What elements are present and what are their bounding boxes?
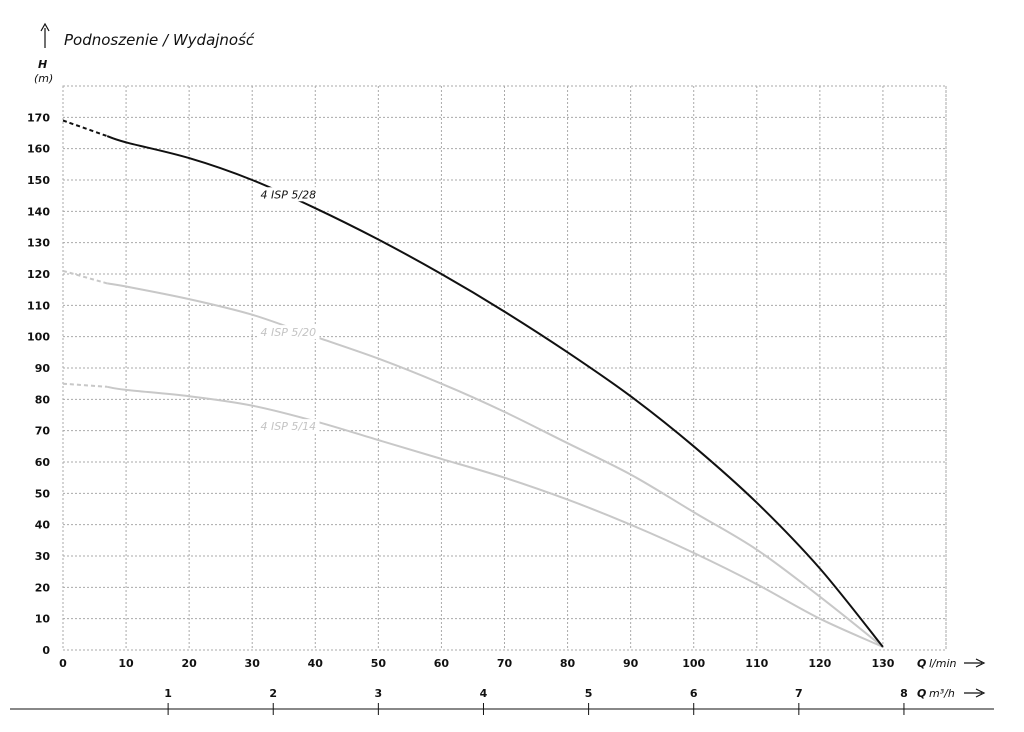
x-tick-label: 110 bbox=[745, 657, 768, 670]
x2-tick-label: 3 bbox=[375, 687, 383, 700]
x-tick-label: 20 bbox=[181, 657, 197, 670]
curves: 4 ISP 5/20 4 ISP 5/14 4 ISP 5/28 bbox=[63, 121, 883, 647]
series-label: 4 ISP 5/14 bbox=[261, 420, 317, 433]
x-tick-label: 40 bbox=[308, 657, 324, 670]
series-line bbox=[107, 387, 883, 647]
x-tick-label: 50 bbox=[371, 657, 387, 670]
y-tick-label: 140 bbox=[27, 205, 50, 218]
labels: Podnoszenie / Wydajność H (m) Q l/min Q … bbox=[10, 24, 994, 709]
x2-tick-label: 4 bbox=[480, 687, 488, 700]
y-tick-label: 80 bbox=[35, 393, 51, 406]
x-tick-label: 120 bbox=[808, 657, 831, 670]
y-tick-label: 110 bbox=[27, 299, 50, 312]
series-4-isp-5-28: 4 ISP 5/28 bbox=[63, 121, 883, 647]
y-axis-unit: (m) bbox=[34, 72, 53, 85]
x2-tick-label: 6 bbox=[690, 687, 698, 700]
x-tick-label: 100 bbox=[682, 657, 705, 670]
y-tick-label: 50 bbox=[35, 487, 51, 500]
x-tick-label: 60 bbox=[434, 657, 450, 670]
y-tick-label: 60 bbox=[35, 456, 51, 469]
chart-title: Podnoszenie / Wydajność bbox=[64, 31, 255, 49]
series-line-dashed bbox=[63, 121, 107, 137]
x2-axis-label-prefix: Q bbox=[917, 687, 926, 700]
x2-tick-label: 2 bbox=[269, 687, 277, 700]
x2-tick-label: 1 bbox=[164, 687, 172, 700]
x2-tick-label: 8 bbox=[900, 687, 908, 700]
series-4-isp-5-20: 4 ISP 5/20 bbox=[63, 271, 883, 647]
x-tick-label: 90 bbox=[623, 657, 639, 670]
y-tick-label: 10 bbox=[35, 613, 51, 626]
x-tick-label: 10 bbox=[118, 657, 134, 670]
y-tick-label: 40 bbox=[35, 519, 51, 532]
series-line-dashed bbox=[63, 384, 107, 387]
series-line bbox=[107, 136, 883, 647]
y-tick-label: 100 bbox=[27, 331, 50, 344]
series-label: 4 ISP 5/28 bbox=[261, 188, 317, 201]
x-tick-label: 30 bbox=[245, 657, 261, 670]
y-tick-label: 20 bbox=[35, 581, 51, 594]
y-tick-label: 70 bbox=[35, 425, 51, 438]
x-axis-label-prefix: Q bbox=[917, 657, 926, 670]
y-tick-label: 130 bbox=[27, 237, 50, 250]
x-tick-label: 70 bbox=[497, 657, 513, 670]
x-axis-unit: l/min bbox=[929, 657, 957, 670]
y-tick-label: 90 bbox=[35, 362, 51, 375]
series-line-dashed bbox=[63, 271, 107, 284]
y-tick-label: 120 bbox=[27, 268, 50, 281]
y-tick-label: 150 bbox=[27, 174, 50, 187]
x-tick-label: 130 bbox=[871, 657, 894, 670]
series-label: 4 ISP 5/20 bbox=[261, 326, 317, 339]
grid: 0 10 20 30 40 50 60 70 80 90 100 110 120 130 0 10 20 30 40… bbox=[27, 86, 946, 715]
series-4-isp-5-14: 4 ISP 5/14 bbox=[63, 384, 883, 647]
x2-axis-unit: m³/h bbox=[929, 687, 955, 700]
x-tick-label: 80 bbox=[560, 657, 576, 670]
x2-tick-label: 5 bbox=[585, 687, 593, 700]
x2-tick-label: 7 bbox=[795, 687, 803, 700]
y-axis-label: H bbox=[38, 58, 47, 71]
y-tick-label: 170 bbox=[27, 111, 50, 124]
series-line bbox=[107, 283, 883, 647]
y-tick-label: 160 bbox=[27, 143, 50, 156]
y-tick-label: 0 bbox=[42, 644, 50, 657]
y-tick-label: 30 bbox=[35, 550, 51, 563]
x-tick-label: 0 bbox=[59, 657, 67, 670]
